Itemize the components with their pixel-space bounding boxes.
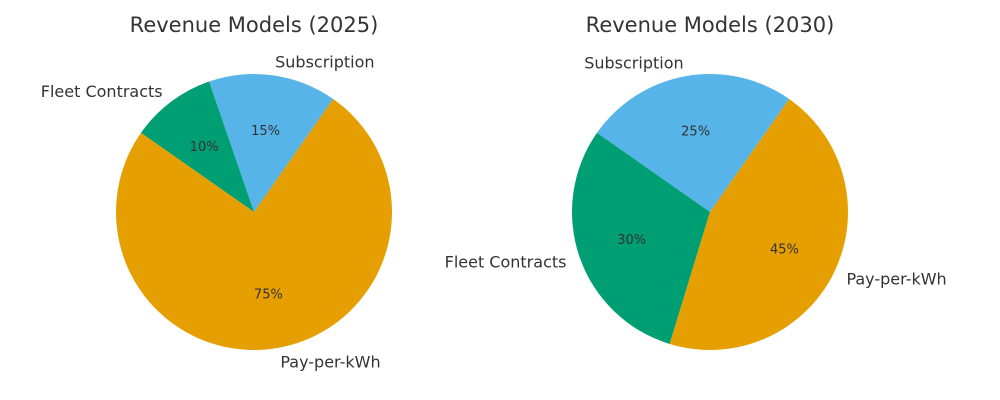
slice-category-label: Subscription (275, 53, 374, 72)
pie-slice (596, 74, 790, 213)
pie-chart-2025: Revenue Models (2025) 15% Subscription 10%… (41, 13, 393, 371)
slice-percent-label: 15% (251, 124, 280, 139)
slice-percent-label: 30% (617, 233, 646, 248)
pie-slice (669, 98, 848, 350)
pie-slice (209, 74, 334, 213)
chart-title: Revenue Models (2025) (130, 13, 379, 37)
slice-percent-label: 25% (681, 124, 710, 139)
slice-percent-label: 45% (770, 242, 799, 257)
pie-slice (116, 98, 393, 351)
slice-category-label: Fleet Contracts (445, 252, 567, 271)
chart-title: Revenue Models (2030) (586, 13, 835, 37)
pie-slice (572, 132, 710, 344)
slice-category-label: Pay-per-kWh (846, 270, 946, 289)
slice-category-label: Fleet Contracts (41, 82, 163, 101)
slice-category-label: Subscription (584, 54, 683, 73)
slice-percent-label: 75% (254, 288, 283, 303)
slice-category-label: Pay-per-kWh (280, 352, 380, 371)
slice-percent-label: 10% (190, 140, 219, 155)
pie-slice (140, 81, 254, 213)
pie-chart-2030: Revenue Models (2030) 25% Subscription 30%… (445, 13, 947, 350)
